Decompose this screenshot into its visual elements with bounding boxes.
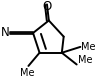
Text: N: N	[1, 26, 10, 40]
Text: O: O	[42, 0, 52, 13]
Text: Me: Me	[20, 68, 35, 78]
Text: Me: Me	[78, 55, 92, 65]
Text: Me: Me	[81, 42, 96, 52]
